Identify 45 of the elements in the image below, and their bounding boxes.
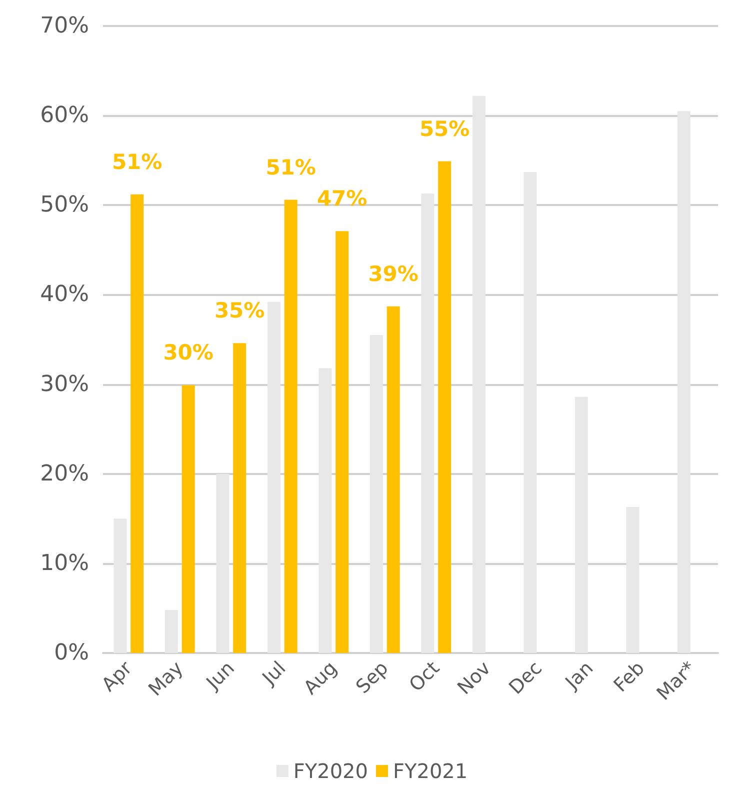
x-tick-label: Jun — [202, 657, 239, 694]
x-tick-label: Apr — [98, 657, 137, 696]
bar — [336, 231, 349, 653]
x-tick-label: Feb — [610, 657, 649, 697]
bar — [574, 396, 588, 653]
y-tick-label: 40% — [40, 282, 89, 308]
x-tick-label: Dec — [504, 657, 546, 699]
bar — [677, 111, 690, 653]
y-tick-label: 60% — [40, 103, 89, 128]
bar — [130, 194, 144, 653]
bar — [267, 302, 280, 653]
data-label: 30% — [163, 340, 214, 365]
x-tick-label: Sep — [352, 657, 393, 698]
bar — [233, 343, 246, 653]
y-tick-label: 0% — [54, 640, 89, 666]
bar — [438, 161, 452, 653]
bar — [370, 335, 383, 653]
data-label: 51% — [112, 150, 162, 174]
bar — [421, 194, 434, 653]
y-tick-label: 30% — [40, 372, 89, 397]
legend-label: FY2020 — [293, 759, 368, 783]
bar — [472, 96, 486, 653]
x-tick-label: Nov — [453, 657, 496, 699]
x-tick-label: Oct — [405, 657, 444, 696]
data-label: 51% — [266, 155, 316, 180]
data-label: 39% — [368, 262, 418, 286]
legend-label: FY2021 — [393, 759, 468, 783]
bar — [182, 385, 195, 653]
bar — [216, 474, 230, 653]
y-tick-label: 50% — [40, 192, 89, 218]
data-label: 55% — [419, 116, 470, 141]
bar — [318, 368, 332, 653]
bar — [524, 172, 537, 653]
x-tick-label: Jul — [258, 657, 290, 690]
data-label: 35% — [214, 298, 265, 323]
bar — [164, 610, 178, 653]
y-tick-label: 20% — [40, 461, 89, 486]
bar — [626, 507, 640, 653]
bar — [114, 518, 127, 653]
bar — [284, 200, 298, 653]
x-tick-label: Jan — [560, 657, 598, 694]
y-tick-label: 10% — [40, 550, 89, 576]
y-tick-label: 70% — [40, 14, 89, 38]
bar — [386, 306, 400, 653]
data-label: 47% — [316, 186, 368, 211]
